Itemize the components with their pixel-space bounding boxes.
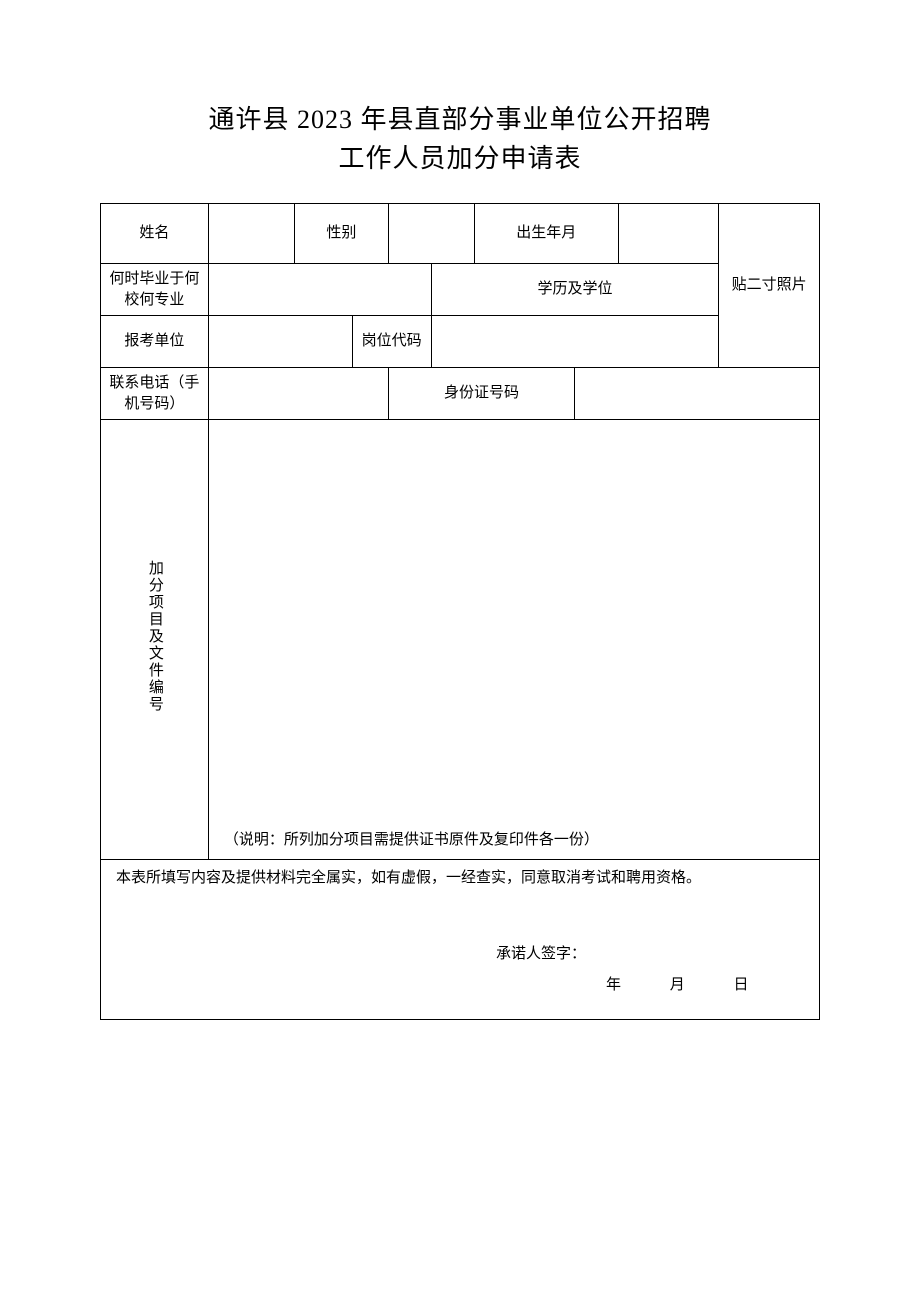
label-graduation: 何时毕业于何校何专业	[101, 264, 209, 316]
field-birth[interactable]	[618, 204, 719, 264]
row-bonus: 加分项目及文件编号 （说明：所列加分项目需提供证书原件及复印件各一份）	[101, 420, 820, 860]
field-graduation[interactable]	[208, 264, 431, 316]
declaration-text: 本表所填写内容及提供材料完全属实，如有虚假，一经查实，同意取消考试和聘用资格。	[116, 868, 804, 889]
bonus-note: （说明：所列加分项目需提供证书原件及复印件各一份）	[224, 830, 804, 851]
date-day: 日	[734, 975, 794, 996]
row-contact: 联系电话（手机号码） 身份证号码	[101, 368, 820, 420]
label-birth: 出生年月	[474, 204, 618, 264]
application-form-table: 姓名 性别 出生年月 贴二寸照片 何时毕业于何校何专业 学历及学位 报考单位 岗…	[100, 203, 820, 1020]
field-bonus-items[interactable]: （说明：所列加分项目需提供证书原件及复印件各一份）	[208, 420, 819, 860]
label-apply-unit: 报考单位	[101, 316, 209, 368]
row-apply: 报考单位 岗位代码	[101, 316, 820, 368]
label-education: 学历及学位	[431, 264, 719, 316]
field-apply-unit[interactable]	[208, 316, 352, 368]
label-bonus-items: 加分项目及文件编号	[101, 420, 209, 860]
bonus-items-text: 加分项目及文件编号	[144, 560, 165, 713]
label-name: 姓名	[101, 204, 209, 264]
declaration-cell: 本表所填写内容及提供材料完全属实，如有虚假，一经查实，同意取消考试和聘用资格。 …	[101, 860, 820, 1020]
label-position-code: 岗位代码	[352, 316, 431, 368]
field-position-code[interactable]	[431, 316, 719, 368]
photo-placeholder: 贴二寸照片	[719, 204, 820, 368]
field-name[interactable]	[208, 204, 294, 264]
row-declaration: 本表所填写内容及提供材料完全属实，如有虚假，一经查实，同意取消考试和聘用资格。 …	[101, 860, 820, 1020]
field-id-number[interactable]	[575, 368, 820, 420]
title-line-2: 工作人员加分申请表	[100, 139, 820, 178]
row-personal-1: 姓名 性别 出生年月 贴二寸照片	[101, 204, 820, 264]
label-phone: 联系电话（手机号码）	[101, 368, 209, 420]
signature-label: 承诺人签字：	[496, 946, 586, 962]
label-gender: 性别	[295, 204, 388, 264]
field-phone[interactable]	[208, 368, 388, 420]
row-education: 何时毕业于何校何专业 学历及学位	[101, 264, 820, 316]
field-gender[interactable]	[388, 204, 474, 264]
title-line-1: 通许县 2023 年县直部分事业单位公开招聘	[100, 100, 820, 139]
form-title: 通许县 2023 年县直部分事业单位公开招聘 工作人员加分申请表	[100, 100, 820, 178]
date-month: 月	[670, 975, 730, 996]
date-year: 年	[606, 975, 666, 996]
label-id-number: 身份证号码	[388, 368, 575, 420]
